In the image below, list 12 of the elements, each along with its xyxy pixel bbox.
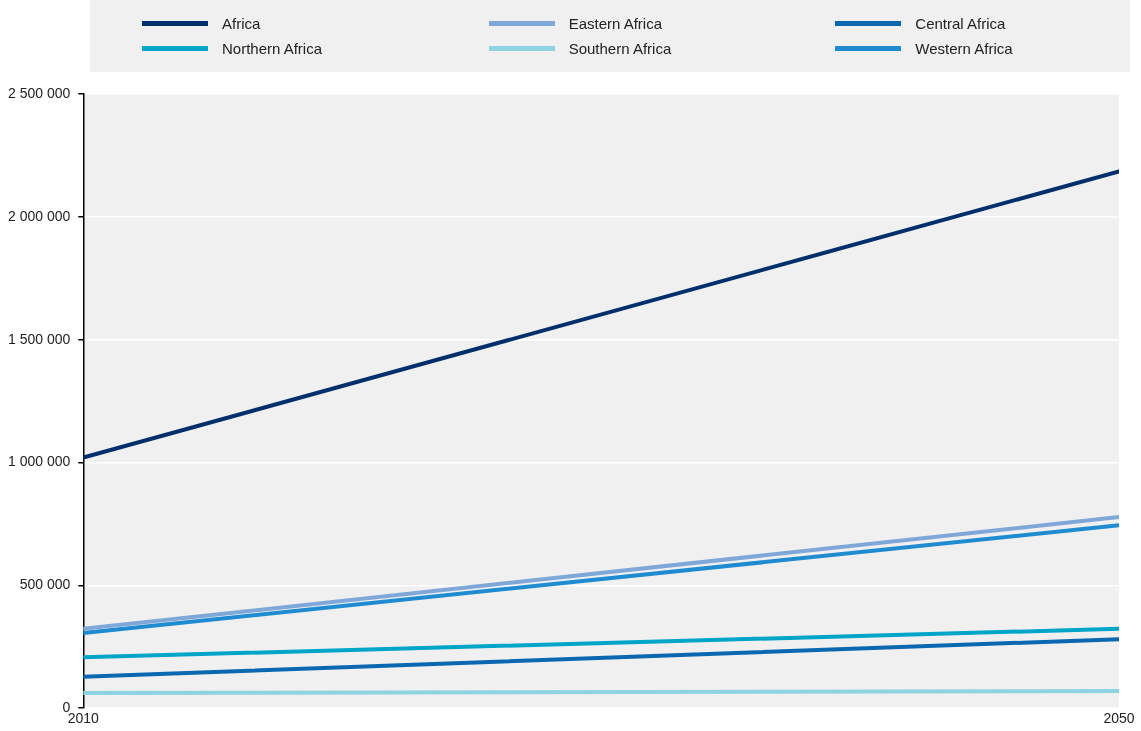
y-tick-label: 2 500 000 xyxy=(7,84,71,101)
y-tick-label: 500 000 xyxy=(19,576,71,593)
y-tick-label: 1 500 000 xyxy=(7,330,71,347)
legend-label: Southern Africa xyxy=(568,40,672,57)
legend-label: Eastern Africa xyxy=(568,15,663,32)
y-tick-label: 1 000 000 xyxy=(7,453,71,470)
legend-label: Central Africa xyxy=(915,15,1006,32)
legend-label: Africa xyxy=(222,15,261,32)
legend-label: Western Africa xyxy=(915,40,1013,57)
y-tick-label: 2 000 000 xyxy=(7,207,71,224)
legend-label: Northern Africa xyxy=(222,40,323,57)
x-tick-label: 2050 xyxy=(1103,710,1135,727)
